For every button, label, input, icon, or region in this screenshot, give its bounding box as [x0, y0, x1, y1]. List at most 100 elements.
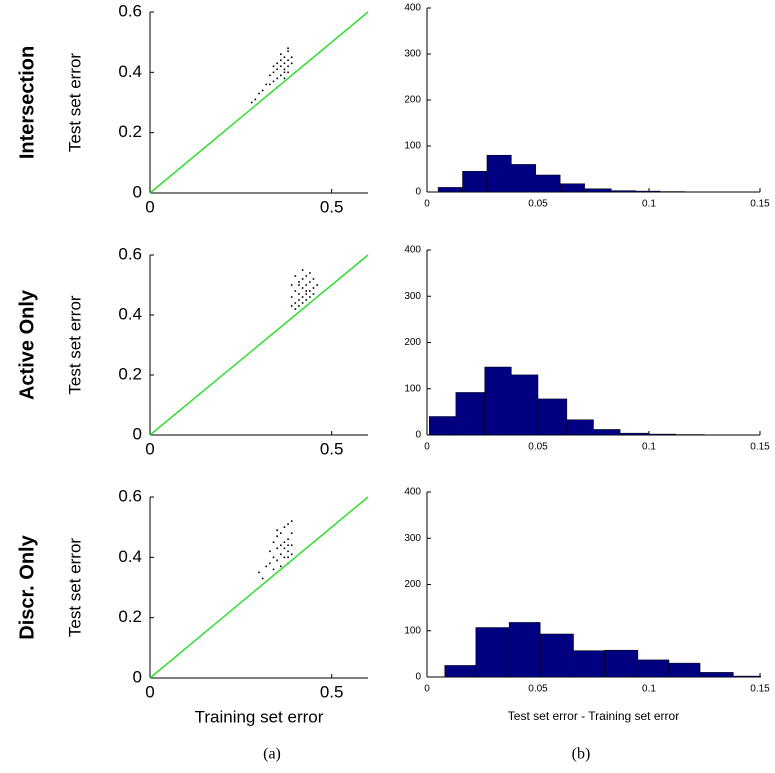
point: [280, 53, 282, 56]
y-tick-label: 100: [404, 625, 421, 636]
y-tick-label: 300: [404, 49, 421, 60]
point: [298, 293, 300, 295]
point: [290, 305, 293, 307]
point: [258, 92, 260, 95]
point: [290, 532, 293, 534]
row-label: Intersection: [16, 46, 38, 159]
point: [294, 302, 297, 304]
bar: [566, 419, 594, 436]
bar: [511, 164, 537, 193]
y-tick-label: 200: [404, 337, 421, 348]
bar: [619, 432, 650, 436]
point: [298, 281, 300, 283]
y-axis-label: Test set error: [65, 538, 84, 638]
point: [280, 59, 282, 62]
y-tick-label: 100: [404, 383, 421, 394]
x-tick-label: 0.15: [750, 199, 770, 210]
point: [287, 544, 289, 547]
reference-line: [149, 11, 369, 194]
bar: [539, 633, 574, 678]
point: [290, 544, 293, 547]
point: [258, 571, 260, 574]
y-tick-label: 0.6: [118, 244, 142, 263]
point: [294, 290, 297, 292]
point: [287, 47, 289, 49]
point: [272, 568, 275, 571]
point: [287, 556, 289, 559]
point: [280, 65, 282, 68]
point: [265, 565, 268, 568]
point: [298, 284, 300, 286]
point: [287, 65, 289, 68]
bar: [733, 675, 761, 678]
y-tick-label: 200: [404, 95, 421, 106]
point: [312, 278, 315, 280]
point: [276, 535, 278, 538]
bar: [511, 374, 539, 436]
point: [283, 68, 286, 71]
y-tick-label: 0: [415, 187, 421, 198]
x-tick-label: 0: [145, 439, 154, 458]
point: [309, 272, 311, 274]
bar: [637, 659, 670, 678]
point: [283, 71, 286, 74]
y-tick-label: 0.4: [118, 547, 142, 566]
point: [283, 77, 286, 80]
bar: [668, 662, 701, 678]
panel-label: (a): [263, 746, 281, 763]
point: [254, 98, 257, 101]
point: [283, 56, 286, 59]
point: [287, 538, 289, 541]
bar: [486, 154, 512, 193]
point: [309, 281, 311, 283]
bar: [593, 429, 621, 436]
x-tick-label: 0.1: [642, 199, 656, 210]
bar: [648, 433, 676, 436]
y-tick-label: 0: [415, 672, 421, 683]
y-tick-label: 0.2: [118, 364, 142, 383]
bar: [462, 171, 488, 193]
point: [305, 293, 308, 295]
point: [261, 89, 264, 92]
y-tick-label: 300: [404, 291, 421, 302]
bar: [508, 622, 541, 678]
point: [276, 77, 278, 80]
point: [269, 74, 271, 77]
point: [301, 296, 304, 298]
point: [276, 529, 278, 531]
y-tick-label: 300: [404, 533, 421, 544]
x-tick-label: 0.05: [528, 684, 548, 695]
y-tick-label: 0: [133, 667, 142, 686]
reference-line: [149, 254, 369, 436]
point: [283, 541, 286, 544]
bar: [573, 650, 605, 678]
point: [287, 50, 289, 53]
point: [272, 541, 275, 544]
x-tick-label: 0.05: [528, 442, 548, 453]
point: [276, 547, 278, 550]
point: [283, 556, 286, 559]
point: [280, 553, 282, 556]
bar: [444, 665, 477, 678]
point: [290, 553, 293, 556]
point: [272, 65, 275, 68]
x-tick-label: 0.5: [320, 197, 344, 216]
bar: [699, 672, 734, 678]
bar: [537, 398, 568, 436]
point: [312, 293, 315, 295]
point: [280, 544, 282, 547]
y-tick-label: 0.4: [118, 62, 142, 81]
point: [283, 526, 286, 528]
y-tick-label: 400: [404, 487, 421, 498]
point: [272, 80, 275, 83]
point: [290, 284, 293, 286]
point: [250, 101, 253, 104]
panel-label: (b): [572, 746, 591, 763]
bar: [428, 416, 457, 436]
point: [261, 577, 264, 580]
y-tick-label: 0.2: [118, 607, 142, 626]
bars: [437, 154, 685, 193]
reference-line: [149, 496, 369, 679]
point: [294, 308, 297, 310]
point: [276, 68, 278, 71]
